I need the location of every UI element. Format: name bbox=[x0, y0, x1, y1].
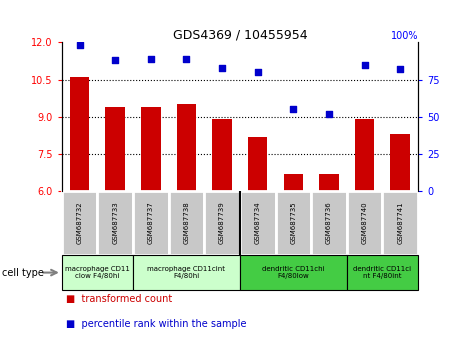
Bar bbox=[141, 107, 161, 191]
Text: GSM687736: GSM687736 bbox=[326, 202, 332, 244]
Point bbox=[361, 62, 369, 68]
Point bbox=[289, 107, 297, 112]
Text: dendritic CD11chi
F4/80low: dendritic CD11chi F4/80low bbox=[262, 266, 324, 279]
Bar bbox=[347, 191, 382, 255]
Text: GSM687740: GSM687740 bbox=[361, 202, 368, 244]
Bar bbox=[284, 174, 303, 191]
Text: GSM687732: GSM687732 bbox=[76, 202, 83, 244]
Point bbox=[254, 69, 261, 75]
Bar bbox=[347, 255, 418, 290]
Bar bbox=[62, 255, 133, 290]
Point bbox=[111, 57, 119, 63]
Text: dendritic CD11ci
nt F4/80int: dendritic CD11ci nt F4/80int bbox=[353, 266, 411, 279]
Text: ■  transformed count: ■ transformed count bbox=[66, 294, 173, 304]
Bar bbox=[355, 119, 374, 191]
Text: GSM687737: GSM687737 bbox=[148, 202, 154, 244]
Bar bbox=[62, 191, 97, 255]
Bar bbox=[133, 191, 169, 255]
Bar bbox=[97, 191, 133, 255]
Bar bbox=[248, 137, 267, 191]
Point bbox=[218, 65, 226, 70]
Bar bbox=[70, 77, 89, 191]
Text: GSM687734: GSM687734 bbox=[255, 202, 261, 244]
Bar bbox=[105, 107, 125, 191]
Bar bbox=[390, 134, 410, 191]
Title: GDS4369 / 10455954: GDS4369 / 10455954 bbox=[172, 28, 307, 41]
Text: GSM687738: GSM687738 bbox=[183, 202, 190, 244]
Text: GSM687741: GSM687741 bbox=[397, 202, 403, 244]
Text: cell type: cell type bbox=[2, 268, 44, 278]
Bar bbox=[133, 255, 240, 290]
Text: GSM687739: GSM687739 bbox=[219, 202, 225, 244]
Text: macrophage CD11cint
F4/80hi: macrophage CD11cint F4/80hi bbox=[147, 266, 226, 279]
Bar bbox=[311, 191, 347, 255]
Point bbox=[147, 56, 155, 62]
Bar bbox=[177, 104, 196, 191]
Bar bbox=[240, 191, 276, 255]
Point bbox=[182, 56, 190, 62]
Bar bbox=[169, 191, 204, 255]
Point bbox=[325, 111, 332, 117]
Bar bbox=[204, 191, 240, 255]
Text: 100%: 100% bbox=[390, 31, 418, 41]
Bar bbox=[240, 255, 347, 290]
Bar bbox=[319, 174, 339, 191]
Bar bbox=[382, 191, 418, 255]
Text: macrophage CD11
clow F4/80hi: macrophage CD11 clow F4/80hi bbox=[65, 266, 130, 279]
Point bbox=[76, 42, 84, 48]
Text: GSM687735: GSM687735 bbox=[290, 202, 296, 244]
Text: GSM687733: GSM687733 bbox=[112, 202, 118, 244]
Bar bbox=[276, 191, 311, 255]
Bar bbox=[212, 119, 232, 191]
Point bbox=[396, 67, 404, 72]
Text: ■  percentile rank within the sample: ■ percentile rank within the sample bbox=[66, 319, 247, 329]
